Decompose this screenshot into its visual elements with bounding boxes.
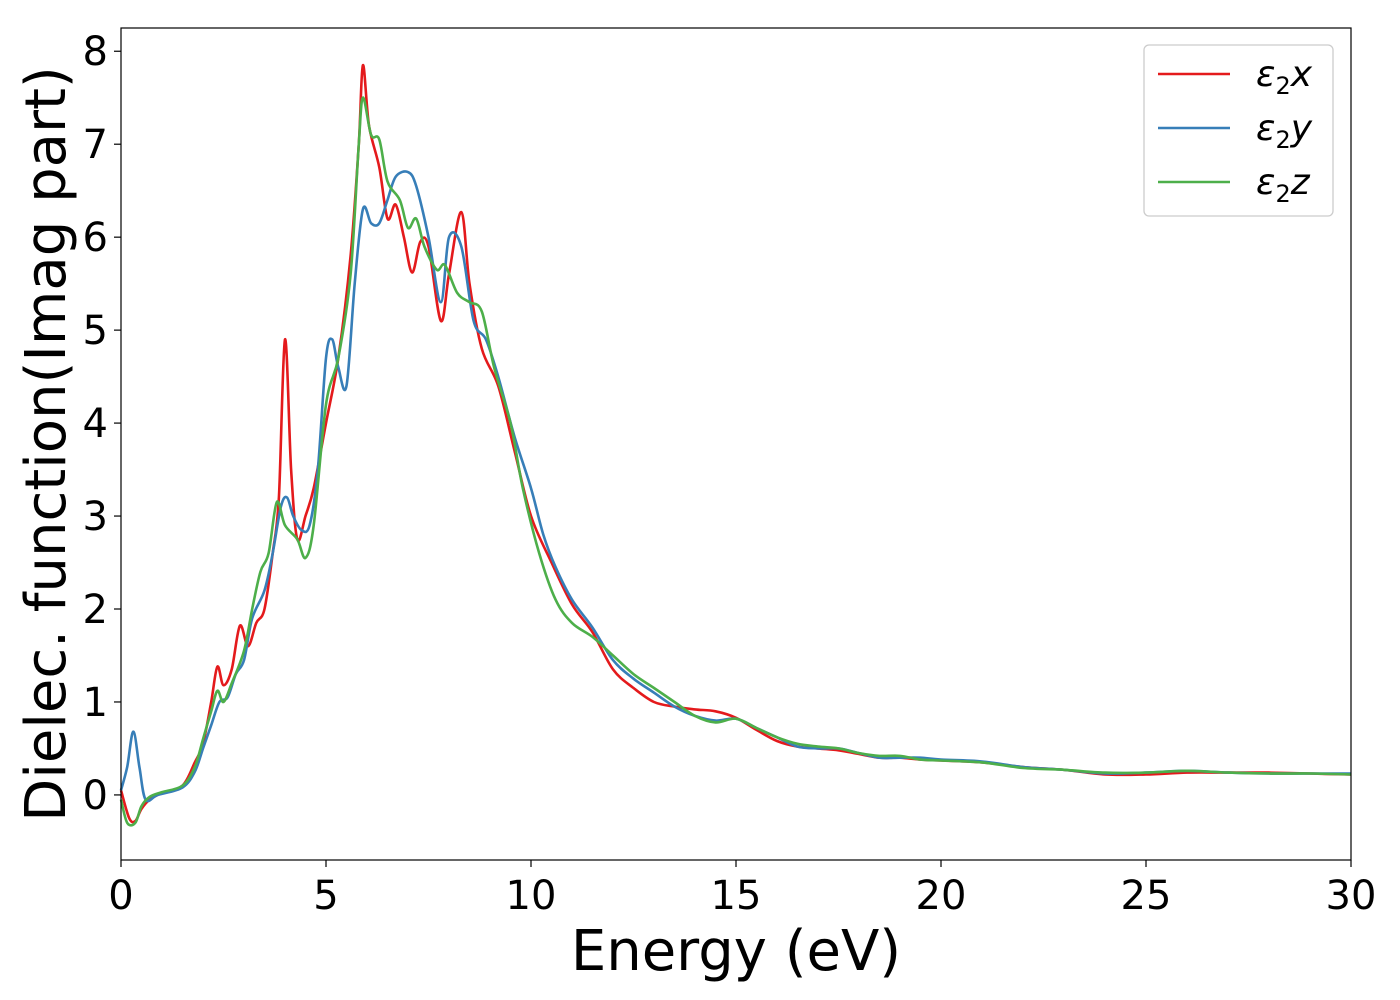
x-tick-label: 15 [711, 873, 762, 919]
y-tick-label: 8 [83, 29, 108, 75]
y-tick-label: 5 [83, 308, 108, 354]
legend-entry-eps2x: ε2x [1158, 54, 1313, 100]
legend: ε2x ε2y ε2z [1143, 44, 1334, 217]
legend-entry-eps2y: ε2y [1158, 108, 1313, 154]
x-tick-label: 30 [1326, 873, 1377, 919]
y-tick-label: 1 [83, 680, 108, 726]
x-tick-label: 25 [1121, 873, 1172, 919]
series-layer [119, 63, 1352, 827]
x-tick-label: 0 [108, 873, 133, 919]
x-axis-title: Energy (eV) [571, 919, 901, 984]
y-tick-label: 7 [83, 122, 108, 168]
y-tick-label: 4 [83, 401, 108, 447]
legend-label: ε2z [1256, 162, 1311, 208]
y-tick-label: 3 [83, 494, 108, 540]
y-axis-ticks: 0 1 2 3 4 5 6 7 8 [83, 29, 121, 819]
y-tick-label: 6 [83, 215, 108, 261]
legend-label: ε2x [1256, 54, 1313, 100]
x-axis-ticks: 0 5 10 15 20 25 30 [108, 860, 1376, 919]
series-line-eps2z [119, 96, 1352, 827]
legend-box [1143, 44, 1334, 217]
x-tick-label: 20 [916, 873, 967, 919]
y-axis-title: Dielec. function(Imag part) [14, 66, 79, 822]
y-tick-label: 2 [83, 587, 108, 633]
series-line-eps2y [119, 170, 1351, 803]
legend-entry-eps2z: ε2z [1158, 162, 1311, 208]
x-tick-label: 10 [506, 873, 557, 919]
x-tick-label: 5 [313, 873, 338, 919]
legend-label: ε2y [1256, 108, 1313, 154]
y-tick-label: 0 [83, 773, 108, 819]
